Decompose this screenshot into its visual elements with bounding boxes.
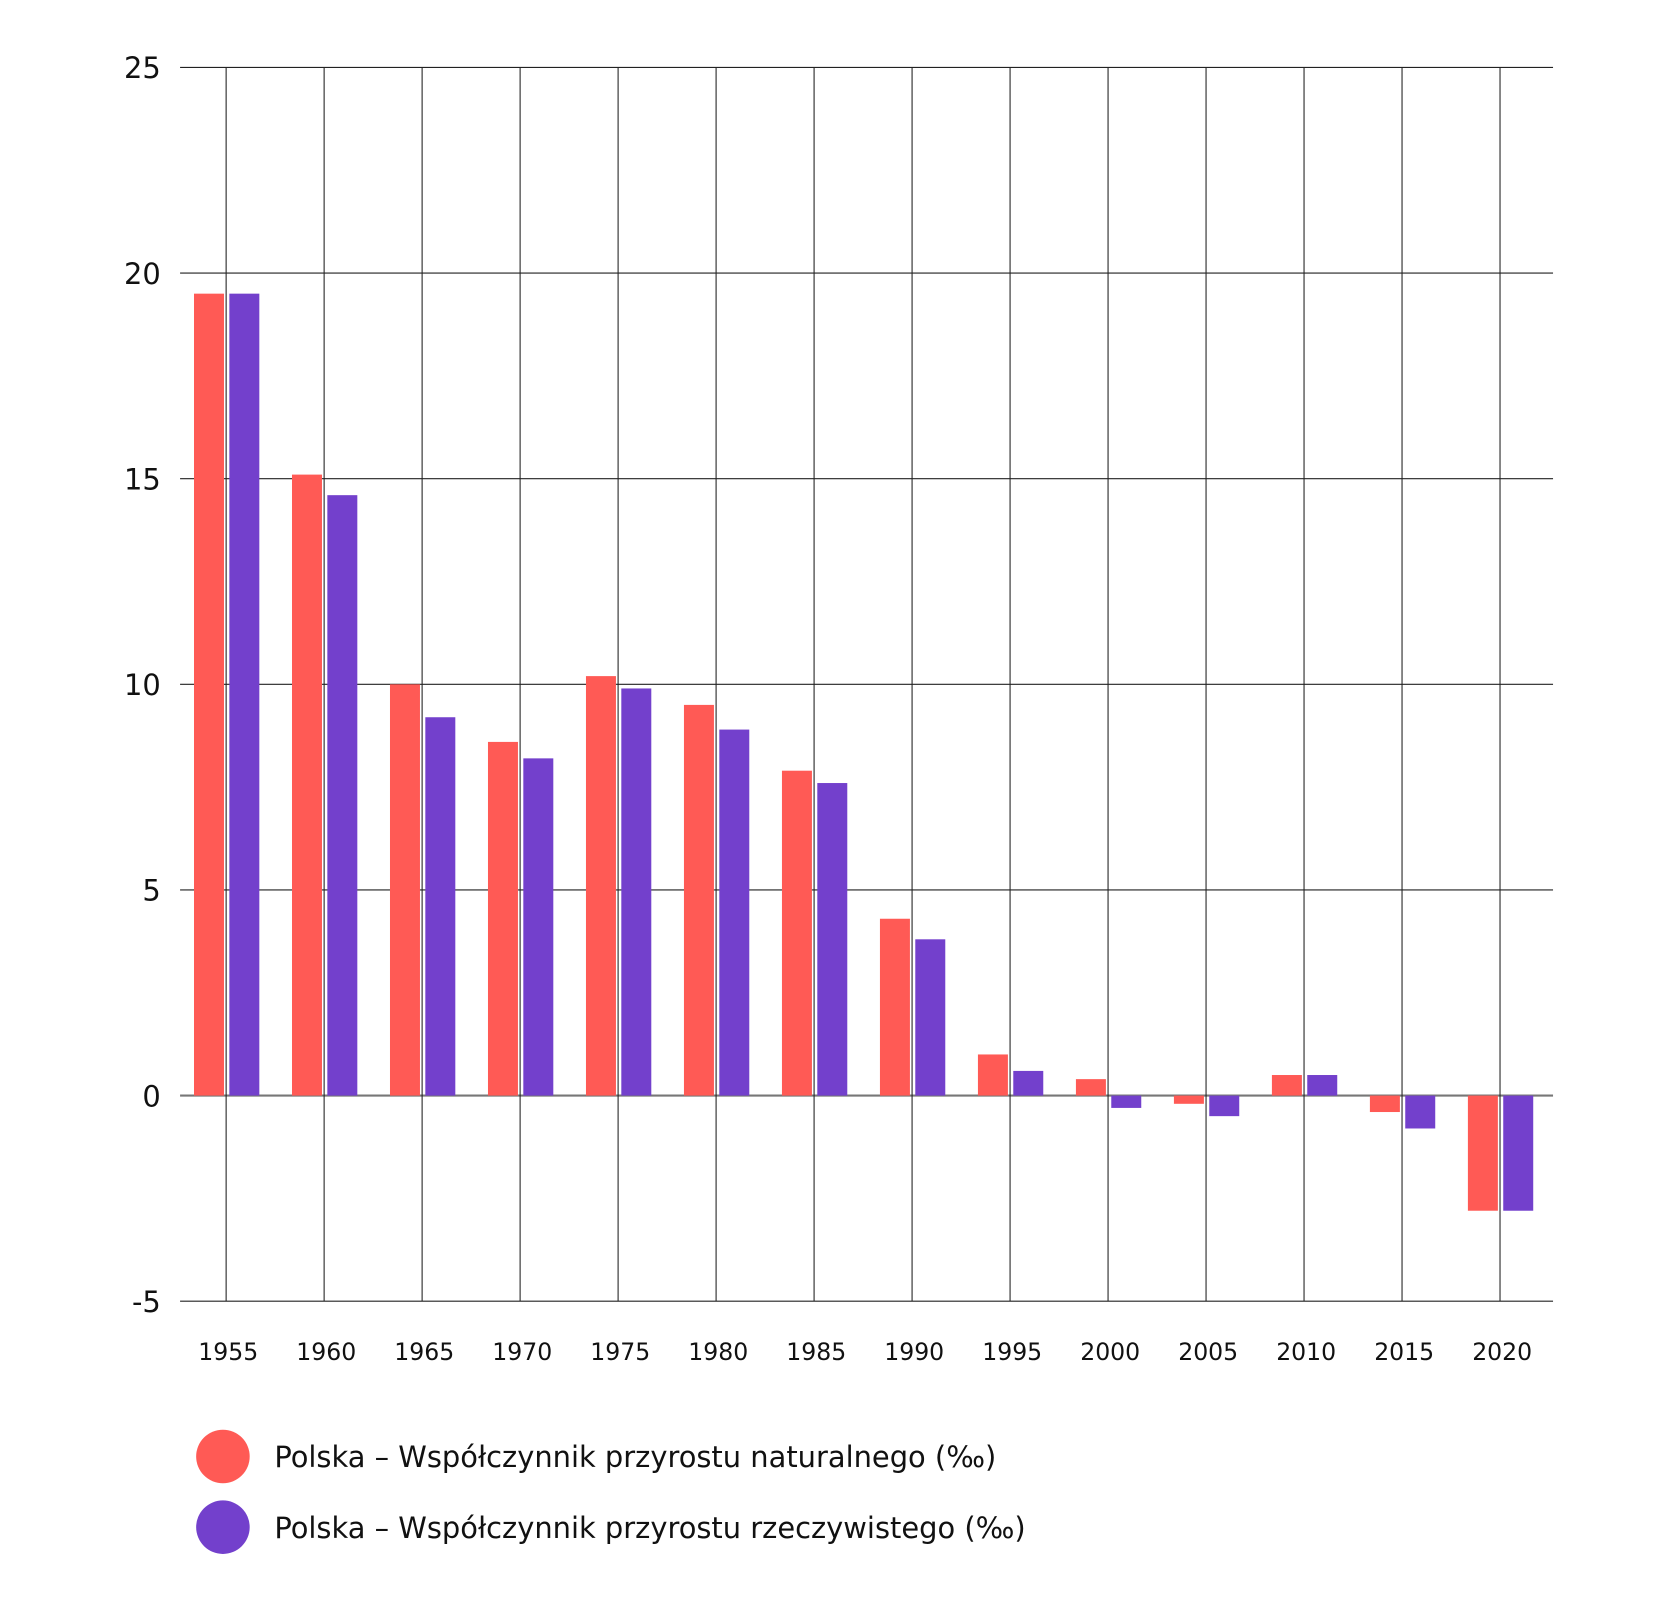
bar-actual-2010: [1307, 1075, 1338, 1096]
bar-actual-1995: [1013, 1070, 1044, 1096]
x-tick-label: 1990: [884, 1338, 944, 1366]
bar-actual-1955: [229, 293, 260, 1096]
legend-label-natural: Polska – Współczynnik przyrostu naturaln…: [274, 1440, 996, 1474]
y-tick-label: 10: [124, 668, 161, 702]
x-tick-label: 1965: [394, 1338, 454, 1366]
y-axis-ticks: 25 20 15 10 5 0 -5: [124, 51, 161, 1319]
bars: [194, 293, 1534, 1211]
legend-label-actual: Polska – Współczynnik przyrostu rzeczywi…: [274, 1511, 1025, 1545]
x-tick-label: 1985: [786, 1338, 846, 1366]
bar-natural-1955: [194, 293, 224, 1096]
bar-actual-2005: [1209, 1095, 1240, 1117]
x-tick-label: 2015: [1374, 1338, 1434, 1366]
x-tick-label: 2010: [1276, 1338, 1336, 1366]
x-tick-label: 1970: [492, 1338, 552, 1366]
y-tick-label: 25: [124, 51, 161, 85]
bar-natural-2005: [1173, 1095, 1204, 1104]
x-tick-label: 1995: [982, 1338, 1042, 1366]
legend-swatch-natural: [196, 1429, 250, 1484]
x-tick-label: 1955: [198, 1338, 258, 1366]
bar-natural-1995: [977, 1054, 1008, 1096]
bar-actual-1960: [327, 495, 358, 1096]
grid: [180, 66, 1554, 1302]
bar-actual-1965: [425, 717, 456, 1096]
bar-actual-1990: [915, 939, 946, 1096]
y-tick-label: 5: [142, 874, 160, 908]
bar-actual-2015: [1405, 1095, 1436, 1129]
bar-natural-2000: [1075, 1079, 1106, 1096]
x-tick-label: 2000: [1080, 1338, 1140, 1366]
bar-natural-1970: [487, 741, 518, 1096]
bar-natural-1990: [879, 918, 910, 1096]
y-tick-label: 0: [142, 1079, 160, 1113]
x-tick-label: 1975: [590, 1338, 650, 1366]
legend: Polska – Współczynnik przyrostu naturaln…: [196, 1429, 1026, 1554]
y-tick-label: 15: [124, 462, 161, 496]
legend-swatch-actual: [196, 1500, 250, 1554]
bar-actual-2000: [1111, 1095, 1142, 1108]
x-tick-label: 2005: [1178, 1338, 1238, 1366]
x-tick-label: 1980: [688, 1338, 748, 1366]
bar-natural-2015: [1369, 1095, 1400, 1113]
bar-natural-1960: [291, 474, 322, 1096]
bar-actual-1970: [523, 758, 554, 1096]
y-tick-label: 20: [124, 257, 161, 291]
bar-actual-1975: [621, 688, 652, 1096]
bar-actual-1985: [817, 783, 848, 1096]
x-axis-ticks: 1955 1960 1965 1970 1975 1980 1985 1990 1995 2000…: [198, 1338, 1532, 1366]
bar-natural-1980: [683, 704, 714, 1096]
bar-natural-2010: [1271, 1075, 1302, 1096]
bar-natural-1965: [389, 684, 420, 1096]
bar-natural-1985: [781, 770, 812, 1096]
bar-natural-1975: [585, 676, 616, 1096]
x-tick-label: 2020: [1472, 1338, 1532, 1366]
x-tick-label: 1960: [296, 1338, 356, 1366]
bar-actual-1980: [719, 729, 750, 1096]
y-tick-label: -5: [132, 1285, 161, 1319]
bar-natural-2020: [1467, 1095, 1498, 1211]
bar-actual-2020: [1503, 1095, 1534, 1211]
